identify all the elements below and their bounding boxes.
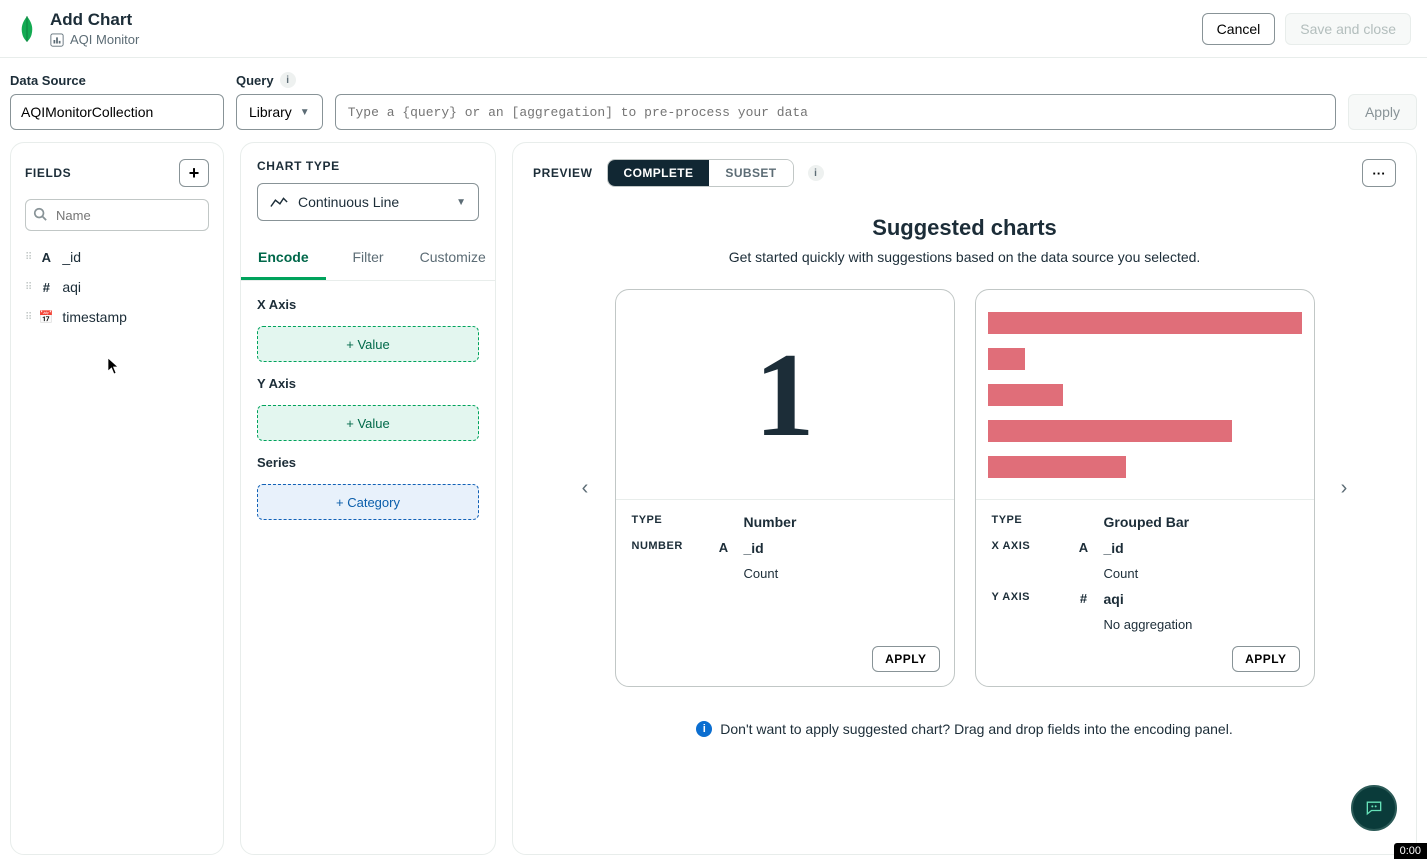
suggested-charts-subtitle: Get started quickly with suggestions bas… [533, 249, 1396, 265]
y-axis-label: Y Axis [257, 376, 479, 391]
data-source-input[interactable] [10, 94, 224, 130]
chart-icon [50, 33, 64, 47]
y-axis-dropzone[interactable]: + Value [257, 405, 479, 441]
meta-field-name: aqi [1104, 591, 1298, 607]
preview-label: PREVIEW [533, 166, 593, 180]
recording-timer: 0:00 [1394, 843, 1427, 859]
encoding-hint-text: Don't want to apply suggested chart? Dra… [720, 721, 1232, 737]
field-type-icon: A [38, 250, 54, 265]
meta-type-label: TYPE [632, 514, 710, 526]
meta-type-label: TYPE [992, 514, 1070, 526]
field-type-icon: A [1076, 540, 1092, 555]
chart-type-select[interactable]: Continuous Line ▼ [257, 183, 479, 221]
query-label: Query [236, 73, 274, 88]
chevron-down-icon: ▼ [300, 107, 310, 118]
bar [988, 420, 1233, 442]
info-icon[interactable]: i [280, 72, 296, 88]
drag-handle-icon[interactable]: ⠿ [25, 282, 30, 293]
suggested-chart-card: TYPE Grouped Bar X AXIS A _id Count Y AX… [975, 289, 1315, 687]
field-item[interactable]: ⠿ # aqi [25, 277, 209, 297]
x-axis-label: X Axis [257, 297, 479, 312]
apply-suggestion-button[interactable]: APPLY [872, 646, 939, 672]
field-name: timestamp [62, 309, 127, 325]
add-field-button[interactable]: + [179, 159, 209, 187]
chart-type-value: Continuous Line [298, 194, 399, 210]
meta-xaxis-label: X AXIS [992, 540, 1070, 552]
drag-handle-icon[interactable]: ⠿ [25, 252, 30, 263]
meta-aggregation: Count [1104, 566, 1298, 581]
more-options-button[interactable]: ··· [1362, 159, 1396, 187]
meta-type-value: Grouped Bar [1104, 514, 1298, 530]
segment-subset[interactable]: SUBSET [709, 160, 792, 186]
dashboard-name: AQI Monitor [70, 32, 139, 47]
drag-handle-icon[interactable]: ⠿ [25, 312, 30, 323]
mongodb-leaf-icon [16, 14, 38, 44]
save-and-close-button[interactable]: Save and close [1285, 13, 1411, 45]
suggested-chart-card: 1 TYPE Number NUMBER A _id Count APP [615, 289, 955, 687]
query-bar: Data Source Query i Library ▼ Apply [0, 58, 1427, 142]
bar [988, 456, 1126, 478]
line-chart-icon [270, 195, 288, 209]
bar [988, 384, 1063, 406]
field-name: _id [62, 249, 81, 265]
series-dropzone[interactable]: + Category [257, 484, 479, 520]
meta-field-name: _id [1104, 540, 1298, 556]
x-axis-dropzone[interactable]: + Value [257, 326, 479, 362]
query-apply-button[interactable]: Apply [1348, 94, 1417, 130]
search-icon [33, 207, 47, 224]
fields-search-input[interactable] [25, 199, 209, 231]
meta-aggregation: Count [744, 566, 938, 581]
field-item[interactable]: ⠿ 📅 timestamp [25, 307, 209, 327]
cancel-button[interactable]: Cancel [1202, 13, 1276, 45]
data-source-label: Data Source [10, 73, 224, 88]
fields-title: FIELDS [25, 166, 71, 180]
preview-mode-segment: COMPLETE SUBSET [607, 159, 794, 187]
bar [988, 348, 1026, 370]
number-chart-preview: 1 [755, 326, 815, 464]
chart-type-panel: CHART TYPE Continuous Line ▼ Encode Filt… [240, 142, 496, 855]
tab-customize[interactable]: Customize [410, 237, 495, 280]
chevron-down-icon: ▼ [456, 197, 466, 208]
meta-aggregation: No aggregation [1104, 617, 1298, 632]
field-item[interactable]: ⠿ A _id [25, 247, 209, 267]
apply-suggestion-button[interactable]: APPLY [1232, 646, 1299, 672]
field-type-icon: # [38, 280, 54, 295]
field-type-icon: A [716, 540, 732, 555]
meta-number-label: NUMBER [632, 540, 710, 552]
tab-filter[interactable]: Filter [326, 237, 411, 280]
carousel-prev-button[interactable]: ‹ [571, 474, 599, 502]
field-type-icon: 📅 [38, 310, 54, 324]
meta-field-name: _id [744, 540, 938, 556]
field-type-icon: # [1076, 591, 1092, 606]
meta-type-value: Number [744, 514, 938, 530]
suggested-charts-title: Suggested charts [533, 215, 1396, 241]
series-label: Series [257, 455, 479, 470]
segment-complete[interactable]: COMPLETE [608, 160, 710, 186]
carousel-next-button[interactable]: › [1330, 474, 1358, 502]
bar-chart-preview [988, 312, 1302, 478]
preview-panel: PREVIEW COMPLETE SUBSET i ··· Suggested … [512, 142, 1417, 855]
info-icon: i [696, 721, 712, 737]
page-title: Add Chart [50, 10, 139, 30]
bar [988, 312, 1302, 334]
header: Add Chart AQI Monitor Cancel Save and cl… [0, 0, 1427, 58]
query-library-button[interactable]: Library ▼ [236, 94, 323, 130]
meta-yaxis-label: Y AXIS [992, 591, 1070, 603]
tab-encode[interactable]: Encode [241, 237, 326, 280]
query-input[interactable] [335, 94, 1336, 130]
chart-type-title: CHART TYPE [241, 143, 495, 183]
fields-panel: FIELDS + ⠿ A _id ⠿ # aqi ⠿ 📅 timesta [10, 142, 224, 855]
help-chat-fab[interactable] [1351, 785, 1397, 831]
field-name: aqi [62, 279, 81, 295]
info-icon[interactable]: i [808, 165, 824, 181]
